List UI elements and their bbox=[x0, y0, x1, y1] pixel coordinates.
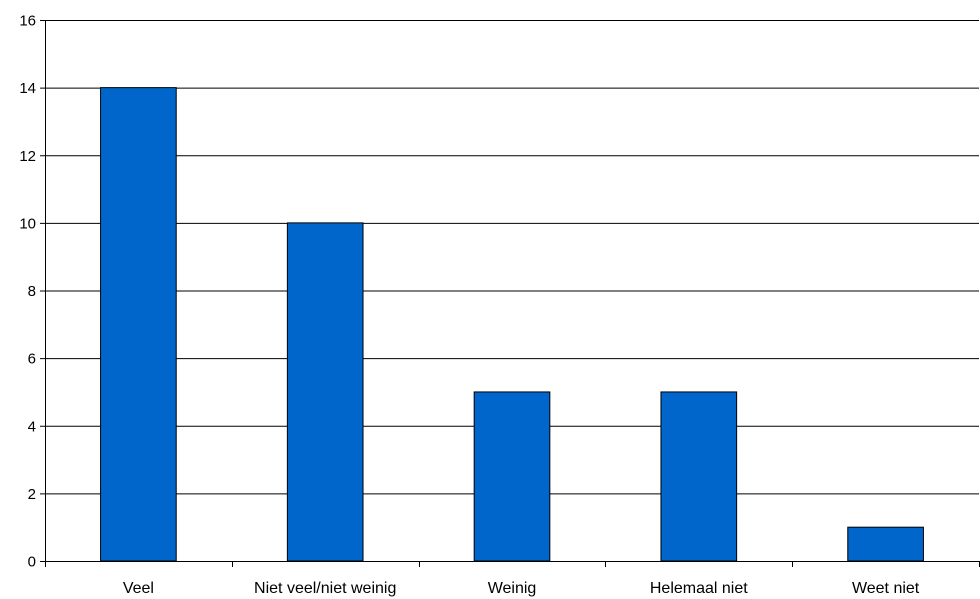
y-tick-label: 8 bbox=[28, 283, 36, 300]
bar-0 bbox=[100, 87, 177, 562]
y-tick-label: 6 bbox=[28, 351, 36, 368]
axes bbox=[40, 20, 980, 567]
y-tick-label: 10 bbox=[19, 215, 36, 232]
y-tick-label: 0 bbox=[28, 554, 36, 571]
bar-3 bbox=[660, 391, 738, 562]
bars bbox=[100, 87, 924, 562]
labels: 0 2 4 6 8 10 12 14 16 Veel Niet veel/niet weinig We… bbox=[19, 13, 919, 598]
bar-2 bbox=[473, 391, 551, 562]
y-tick-label: 16 bbox=[19, 13, 36, 30]
y-tick-label: 14 bbox=[19, 80, 36, 97]
y-tick-label: 4 bbox=[28, 418, 36, 435]
y-tick-label: 2 bbox=[28, 486, 36, 503]
gridlines bbox=[45, 20, 979, 495]
x-category-label: Weinig bbox=[488, 580, 537, 597]
x-category-label: Niet veel/niet weinig bbox=[254, 580, 396, 597]
x-category-label: Helemaal niet bbox=[650, 580, 748, 597]
bar-1 bbox=[286, 222, 364, 562]
y-tick-label: 12 bbox=[19, 148, 36, 165]
x-category-label: Veel bbox=[123, 580, 154, 597]
x-category-label: Weet niet bbox=[852, 580, 920, 597]
bar-4 bbox=[847, 526, 924, 562]
